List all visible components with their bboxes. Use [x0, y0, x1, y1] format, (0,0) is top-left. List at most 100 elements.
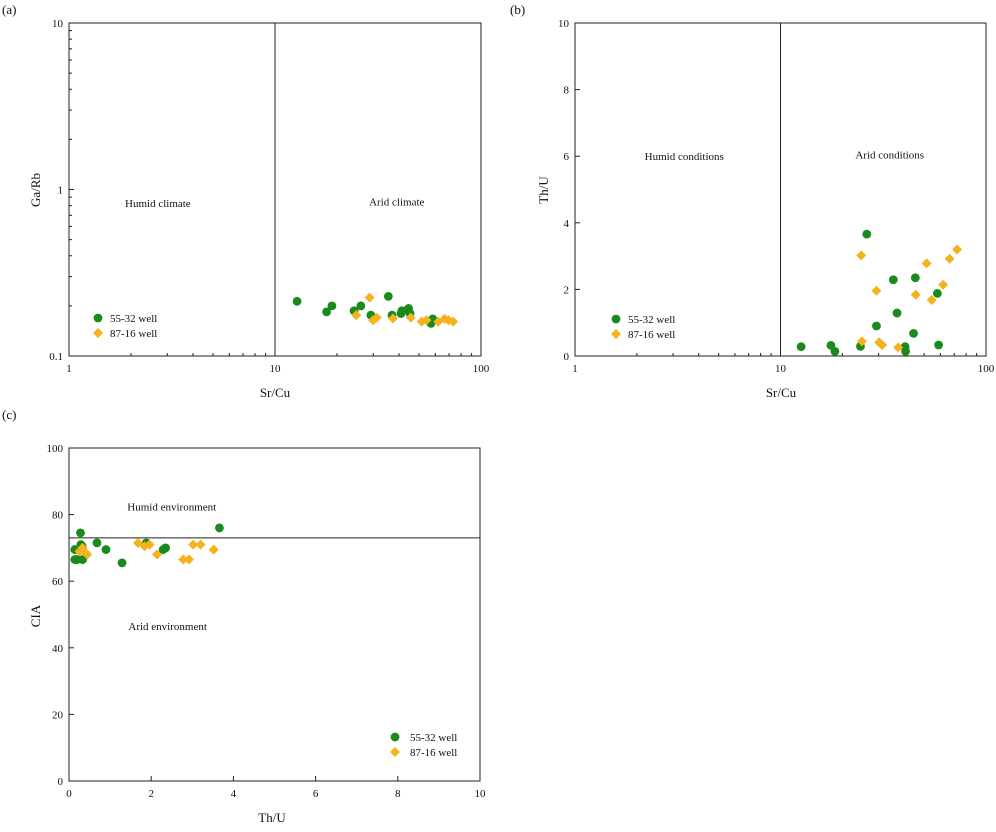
y-tick-label: 1: [58, 185, 64, 197]
point-87-16-well: [877, 340, 888, 351]
panel-c-legend: 55-32 well 87-16 well: [390, 732, 457, 759]
panel-b-legend: 55-32 well 87-16 well: [611, 314, 675, 341]
point-55-32-well: [161, 543, 170, 553]
y-tick-label: 100: [47, 443, 64, 455]
point-87-16-well: [421, 315, 432, 326]
panel-a-legend-label-55-32: 55-32 well: [110, 313, 157, 325]
point-55-32-well: [383, 292, 393, 301]
panel-b-xticks: 1 10 100: [572, 351, 995, 375]
panel-a: (a) 1 10 100 0.1 1 10 Humid climate Arid cli…: [2, 2, 490, 400]
x-tick-label: 0: [66, 788, 72, 800]
point-87-16-well: [448, 316, 459, 327]
y-tick-label: 0: [564, 351, 570, 363]
panel-a-xticks: 1 10 100: [66, 351, 490, 375]
point-87-16-well: [856, 336, 867, 347]
panel-a-legend-marker-87-16: [93, 328, 103, 338]
point-87-16-well: [871, 285, 882, 296]
point-87-16-well: [188, 539, 199, 550]
point-87-16-well: [910, 289, 921, 300]
panel-a-region-arid: Arid climate: [369, 196, 424, 208]
point-87-16-well: [938, 279, 949, 290]
panel-c-ylabel: CIA: [28, 604, 43, 627]
point-87-16-well: [405, 312, 416, 323]
point-87-16-well: [151, 549, 162, 560]
panel-b-points: [796, 229, 963, 356]
point-55-32-well: [356, 301, 366, 311]
panel-a-yticks: 0.1 1 10: [49, 18, 74, 363]
point-55-32-well: [117, 558, 127, 568]
point-55-32-well: [292, 296, 302, 306]
point-87-16-well: [178, 554, 189, 565]
panel-b-xlabel: Sr/Cu: [766, 385, 797, 400]
panel-a-points: [292, 292, 459, 328]
point-55-32-well: [322, 307, 331, 317]
panel-b-legend-label-55-32: 55-32 well: [628, 314, 675, 326]
point-55-32-well: [888, 275, 898, 285]
point-55-32-well: [932, 288, 942, 298]
x-tick-label: 10: [775, 363, 787, 375]
y-tick-label: 60: [52, 576, 64, 588]
panel-a-label: (a): [2, 2, 16, 17]
panel-c-xlabel: Th/U: [258, 810, 286, 825]
panel-b-region-humid: Humid conditions: [645, 151, 724, 163]
x-tick-label: 4: [231, 788, 237, 800]
point-87-16-well: [388, 313, 399, 324]
point-87-16-well: [351, 310, 362, 321]
panel-b-legend-marker-87-16: [611, 329, 621, 339]
point-55-32-well: [397, 306, 407, 316]
point-55-32-well: [830, 346, 840, 356]
panel-c-xticks: 0 2 4 6 8 10: [66, 776, 486, 800]
point-55-32-well: [101, 545, 111, 554]
point-87-16-well: [184, 554, 195, 565]
panel-c-region-arid: Arid environment: [128, 621, 207, 633]
point-55-32-well: [327, 301, 337, 311]
y-tick-label: 2: [564, 284, 570, 296]
point-55-32-well: [910, 273, 920, 283]
panel-c-legend-marker-87-16: [390, 747, 400, 757]
point-55-32-well: [909, 328, 918, 338]
point-87-16-well: [195, 539, 206, 550]
y-tick-label: 10: [52, 18, 64, 30]
point-87-16-well: [944, 253, 955, 264]
y-tick-label: 40: [52, 643, 64, 655]
panel-c-legend-label-87-16: 87-16 well: [410, 747, 457, 759]
y-tick-label: 10: [558, 18, 570, 30]
panel-a-legend: 55-32 well 87-16 well: [93, 313, 157, 340]
y-tick-label: 0.1: [49, 351, 63, 363]
point-55-32-well: [872, 321, 881, 331]
panel-b-region-arid: Arid conditions: [855, 150, 924, 162]
point-87-16-well: [893, 342, 904, 353]
y-tick-label: 20: [52, 709, 64, 721]
x-tick-label: 10: [270, 363, 282, 375]
point-87-16-well: [82, 549, 93, 560]
panel-c-points: [70, 523, 224, 568]
panel-c-region-humid: Humid environment: [127, 501, 216, 513]
panel-b-legend-label-87-16: 87-16 well: [628, 329, 675, 341]
point-55-32-well: [862, 229, 872, 239]
panel-b: (b) 1 10 100 0 2 4 6 8 10 Humid conditions Arid…: [510, 2, 995, 400]
x-tick-label: 1: [572, 363, 578, 375]
x-tick-label: 10: [475, 788, 487, 800]
y-tick-label: 4: [564, 218, 570, 230]
point-87-16-well: [926, 295, 937, 306]
y-tick-label: 80: [52, 510, 64, 522]
point-55-32-well: [796, 342, 806, 352]
panel-a-ylabel: Ga/Rb: [28, 173, 43, 207]
panel-a-legend-marker-55-32: [93, 313, 103, 323]
panel-a-xlabel: Sr/Cu: [260, 385, 291, 400]
x-tick-label: 8: [395, 788, 401, 800]
x-tick-label: 2: [148, 788, 154, 800]
point-55-32-well: [76, 528, 85, 538]
panel-c: (c) 0 2 4 6 8 10 0 20 40 60 80 100 Humid environme…: [2, 407, 486, 825]
point-55-32-well: [934, 340, 944, 350]
panel-a-region-humid: Humid climate: [125, 198, 191, 210]
panel-c-legend-marker-55-32: [390, 732, 400, 742]
point-87-16-well: [144, 539, 155, 550]
panel-b-legend-marker-55-32: [611, 314, 621, 324]
y-tick-label: 0: [58, 776, 64, 788]
panel-b-yticks: 0 2 4 6 8 10: [558, 18, 580, 363]
panel-a-legend-label-87-16: 87-16 well: [110, 328, 157, 340]
point-87-16-well: [952, 244, 963, 255]
point-87-16-well: [208, 544, 219, 555]
